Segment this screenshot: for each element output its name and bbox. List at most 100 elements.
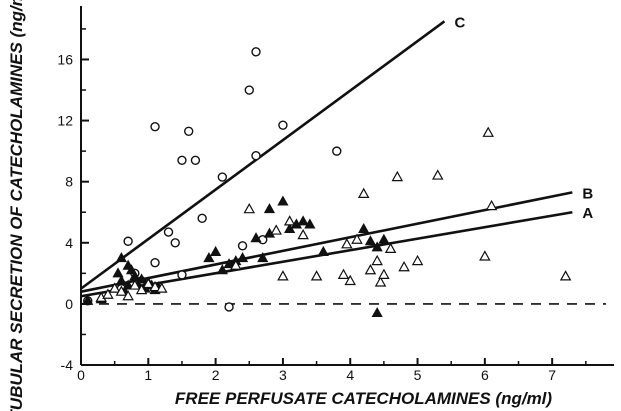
x-tick-label: 3 bbox=[279, 367, 287, 383]
data-point-open-triangle bbox=[431, 169, 444, 180]
data-point-open-circle bbox=[251, 47, 261, 57]
data-point-open-circle bbox=[217, 172, 228, 182]
data-point-filled-triangle bbox=[317, 245, 329, 256]
data-point-filled-triangle bbox=[112, 267, 124, 278]
data-point-filled-triangle bbox=[263, 203, 276, 214]
data-point-filled-triangle bbox=[135, 273, 148, 284]
data-point-open-circle bbox=[224, 302, 234, 312]
y-tick-label: 16 bbox=[57, 51, 73, 67]
data-point-open-triangle bbox=[479, 250, 491, 261]
x-tick-label: 4 bbox=[346, 367, 354, 383]
data-point-open-triangle bbox=[344, 274, 357, 286]
data-point-open-circle bbox=[244, 85, 254, 95]
data-point-open-triangle bbox=[102, 288, 114, 299]
data-point-open-triangle bbox=[411, 254, 424, 266]
data-point-open-triangle bbox=[155, 282, 168, 293]
data-point-filled-triangle bbox=[122, 279, 134, 290]
data-point-open-triangle bbox=[384, 242, 397, 253]
data-point-open-circle bbox=[332, 146, 342, 156]
data-point-open-circle bbox=[251, 151, 261, 161]
y-tick-label: 0 bbox=[65, 296, 73, 312]
data-point-open-circle bbox=[190, 155, 201, 165]
data-point-open-circle bbox=[177, 270, 187, 280]
data-point-open-circle bbox=[150, 257, 160, 268]
y-tick-label: 12 bbox=[57, 113, 73, 129]
data-point-open-triangle bbox=[341, 238, 353, 249]
data-point-filled-triangle bbox=[304, 218, 316, 229]
data-point-filled-triangle bbox=[82, 294, 94, 305]
data-point-open-circle bbox=[197, 213, 207, 224]
data-point-open-circle bbox=[163, 227, 174, 237]
data-point-filled-triangle bbox=[364, 235, 377, 246]
data-point-open-circle bbox=[170, 238, 180, 248]
data-point-open-triangle bbox=[374, 276, 387, 287]
data-point-filled-triangle bbox=[358, 223, 370, 234]
regression-line-b bbox=[80, 191, 573, 293]
data-point-open-triangle bbox=[391, 170, 404, 182]
data-point-open-triangle bbox=[142, 277, 155, 289]
x-axis-ticks: 0 1 2 3 4 5 6 7 bbox=[77, 358, 587, 383]
data-point-filled-triangle bbox=[203, 252, 215, 263]
data-point-open-triangle bbox=[398, 260, 410, 272]
data-point-open-triangle bbox=[129, 279, 141, 290]
data-point-open-triangle bbox=[122, 290, 134, 301]
y-tick-label: -4 bbox=[61, 357, 74, 373]
data-point-filled-triangle bbox=[378, 233, 390, 244]
data-point-filled-triangle bbox=[250, 232, 262, 243]
data-point-filled-triangle bbox=[277, 195, 289, 206]
data-point-filled-triangle bbox=[371, 307, 383, 318]
regression-line-c bbox=[80, 20, 446, 290]
data-point-open-circle bbox=[123, 236, 133, 246]
line-label-a: A bbox=[582, 205, 593, 222]
data-point-open-triangle bbox=[230, 259, 242, 270]
y-tick-label: 8 bbox=[65, 174, 73, 190]
x-tick-label: 0 bbox=[77, 367, 85, 383]
data-point-open-triangle bbox=[283, 215, 296, 226]
data-point-open-triangle bbox=[351, 233, 363, 244]
data-point-filled-triangle bbox=[125, 264, 138, 275]
x-tick-label: 2 bbox=[212, 367, 220, 383]
data-point-open-triangle bbox=[485, 199, 498, 211]
data-point-open-circle bbox=[177, 155, 187, 165]
data-point-filled-triangle bbox=[115, 252, 127, 263]
y-axis-title: TUBULAR SECRETION OF CATECHOLAMINES (ng/… bbox=[7, 0, 26, 411]
data-point-open-triangle bbox=[115, 285, 128, 296]
x-tick-label: 1 bbox=[144, 367, 152, 383]
data-point-filled-triangle bbox=[371, 241, 383, 252]
data-point-open-triangle bbox=[277, 270, 289, 281]
data-point-open-triangle bbox=[337, 268, 350, 279]
line-label-c: C bbox=[454, 14, 465, 31]
data-point-open-triangle bbox=[559, 270, 572, 281]
data-point-open-triangle bbox=[357, 187, 370, 199]
x-tick-label: 6 bbox=[481, 367, 489, 383]
data-point-filled-triangle bbox=[216, 264, 228, 275]
data-point-open-triangle bbox=[364, 264, 377, 275]
data-point-filled-triangle bbox=[297, 215, 309, 226]
data-point-open-triangle bbox=[378, 268, 390, 279]
x-tick-label: 5 bbox=[414, 367, 422, 383]
data-point-open-triangle bbox=[371, 254, 383, 266]
data-point-open-circle bbox=[150, 121, 160, 132]
data-point-filled-triangle bbox=[115, 274, 127, 285]
data-point-open-triangle bbox=[243, 202, 256, 214]
x-axis-title: FREE PERFUSATE CATECHOLAMINES (ng/ml) bbox=[175, 389, 552, 408]
x-tick-label: 7 bbox=[548, 367, 556, 383]
data-points bbox=[82, 47, 572, 318]
data-point-filled-triangle bbox=[236, 252, 249, 263]
data-point-filled-triangle bbox=[257, 252, 269, 263]
y-axis-ticks: -4 0 4 8 12 16 bbox=[57, 28, 89, 373]
data-point-open-circle bbox=[183, 126, 194, 136]
data-point-open-triangle bbox=[149, 280, 161, 292]
data-point-open-triangle bbox=[108, 282, 121, 293]
data-point-open-triangle bbox=[297, 228, 309, 240]
data-point-open-triangle bbox=[270, 224, 282, 235]
data-point-open-triangle bbox=[482, 126, 494, 137]
data-point-open-circle bbox=[237, 241, 248, 251]
data-point-open-triangle bbox=[135, 283, 148, 295]
line-label-b: B bbox=[582, 185, 593, 202]
data-point-open-triangle bbox=[310, 270, 323, 281]
data-point-open-circle bbox=[278, 120, 288, 130]
